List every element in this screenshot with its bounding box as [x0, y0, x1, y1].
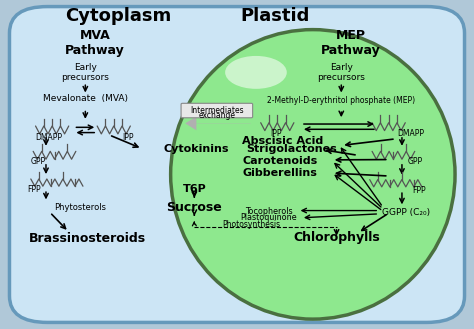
Ellipse shape	[171, 30, 455, 319]
Text: FPP: FPP	[27, 185, 41, 194]
Ellipse shape	[225, 56, 287, 89]
Text: MVA
Pathway: MVA Pathway	[65, 29, 125, 57]
Text: Early
precursors: Early precursors	[317, 63, 365, 82]
Text: Gibberellins: Gibberellins	[243, 168, 318, 178]
Text: T6P: T6P	[182, 184, 206, 194]
Text: MEP
Pathway: MEP Pathway	[321, 29, 381, 57]
Text: Carotenoids: Carotenoids	[243, 156, 318, 165]
Text: GGPP (C₂₀): GGPP (C₂₀)	[382, 208, 430, 217]
Text: Cytokinins: Cytokinins	[164, 144, 229, 154]
Text: Tocopherols: Tocopherols	[246, 207, 293, 216]
Text: Chlorophylls: Chlorophylls	[293, 231, 380, 244]
Text: IPP: IPP	[122, 133, 134, 142]
Text: GPP: GPP	[31, 157, 46, 166]
FancyBboxPatch shape	[181, 103, 253, 118]
Text: DMAPP: DMAPP	[397, 129, 424, 139]
Text: Strigolactones: Strigolactones	[246, 144, 337, 154]
Text: 2-Methyl-D-erythritol phosphate (MEP): 2-Methyl-D-erythritol phosphate (MEP)	[267, 96, 415, 105]
Text: DMAPP: DMAPP	[36, 133, 63, 142]
FancyBboxPatch shape	[9, 7, 465, 322]
Text: Mevalonate  (MVA): Mevalonate (MVA)	[43, 94, 128, 103]
Text: Phytosterols: Phytosterols	[55, 203, 107, 212]
Text: Plastid: Plastid	[240, 8, 310, 25]
Text: Cytoplasm: Cytoplasm	[65, 8, 172, 25]
Text: IPP: IPP	[270, 129, 282, 139]
Text: Early
precursors: Early precursors	[61, 63, 109, 82]
Text: Intermediates: Intermediates	[190, 106, 244, 115]
Text: Sucrose: Sucrose	[166, 201, 222, 214]
Text: Abscisic Acid: Abscisic Acid	[242, 137, 323, 146]
Text: exchange: exchange	[199, 111, 236, 120]
Text: Plastoquinone: Plastoquinone	[241, 213, 297, 222]
Text: FPP: FPP	[412, 186, 426, 195]
FancyArrowPatch shape	[185, 116, 251, 130]
Text: Photosynthesis: Photosynthesis	[222, 220, 280, 229]
Text: Brassinosteroids: Brassinosteroids	[29, 232, 146, 245]
Text: GPP: GPP	[408, 157, 423, 166]
